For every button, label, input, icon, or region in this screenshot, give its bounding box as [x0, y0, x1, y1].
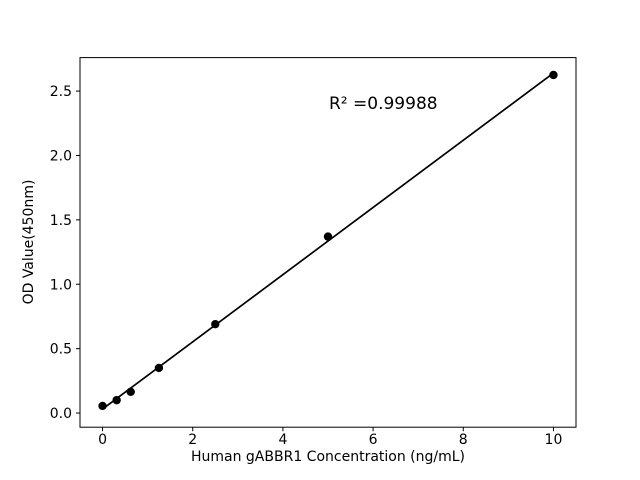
- x-tick-label: 2: [188, 432, 197, 448]
- data-point-marker: [211, 319, 220, 329]
- data-point-marker: [549, 70, 558, 80]
- data-point-marker: [154, 363, 164, 373]
- y-tick-label: 0.5: [50, 342, 72, 358]
- data-point-marker: [126, 387, 135, 396]
- x-tick-label: 6: [369, 432, 378, 448]
- data-point-marker: [112, 395, 121, 405]
- x-axis-label: Human gABBR1 Concentration (ng/mL): [190, 449, 466, 465]
- r-squared-annotation: R² =0.99988: [329, 94, 438, 114]
- y-tick-label: 2.0: [50, 148, 72, 164]
- x-tick-label: 0: [98, 432, 107, 448]
- y-tick-label: 0.0: [50, 406, 72, 422]
- y-tick-label: 1.5: [50, 213, 72, 229]
- data-point-marker: [98, 401, 107, 411]
- data-point-marker: [323, 232, 333, 241]
- y-tick-label: 1.0: [50, 277, 72, 293]
- axes-spines: [79, 57, 577, 428]
- regression-line: [102, 72, 554, 410]
- x-tick-label: 4: [278, 432, 287, 448]
- y-axis-label: OD Value(450nm): [21, 179, 37, 305]
- x-tick-label: 10: [545, 432, 563, 448]
- x-tick-label: 8: [459, 432, 468, 448]
- y-tick-label: 2.5: [50, 84, 72, 100]
